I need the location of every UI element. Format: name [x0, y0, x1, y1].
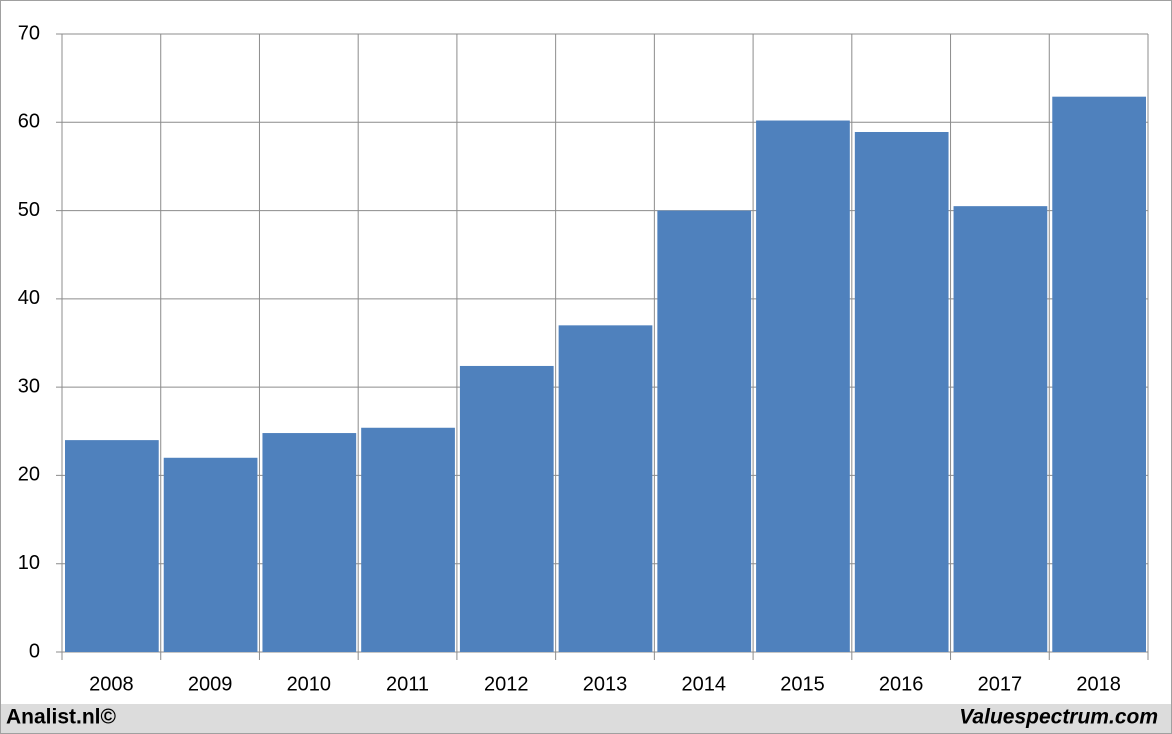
bar — [657, 210, 752, 653]
y-tick-label: 30 — [18, 375, 40, 397]
y-tick-label: 10 — [18, 552, 40, 574]
x-tick-label: 2018 — [1076, 673, 1121, 695]
bar — [262, 433, 357, 652]
bar — [163, 457, 258, 652]
bar — [854, 131, 949, 653]
y-tick-label: 70 — [18, 22, 40, 44]
bar — [953, 206, 1048, 652]
bar — [756, 120, 850, 652]
x-tick-label: 2011 — [386, 673, 429, 695]
y-tick-label: 60 — [18, 111, 40, 133]
x-tick-label: 2014 — [681, 673, 726, 695]
footer-left: Analist.nl© — [6, 706, 117, 729]
x-tick-label: 2016 — [879, 673, 924, 695]
bar — [558, 325, 653, 652]
y-tick-label: 50 — [18, 199, 40, 221]
x-tick-label: 2017 — [978, 673, 1023, 695]
y-tick-label: 0 — [29, 640, 40, 662]
x-tick-label: 2013 — [583, 673, 628, 695]
x-tick-label: 2008 — [89, 673, 134, 695]
y-tick-label: 20 — [18, 464, 40, 486]
bar — [1052, 96, 1146, 652]
x-tick-label: 2009 — [188, 673, 233, 695]
bar — [361, 427, 455, 652]
x-tick-label: 2015 — [780, 673, 825, 695]
footer-right: Valuespectrum.com — [959, 706, 1158, 729]
bar — [65, 440, 159, 652]
y-tick-label: 40 — [18, 287, 40, 309]
footer-band — [1, 704, 1171, 733]
bar — [459, 365, 554, 652]
x-tick-label: 2012 — [484, 673, 529, 695]
x-tick-label: 2010 — [287, 673, 332, 695]
